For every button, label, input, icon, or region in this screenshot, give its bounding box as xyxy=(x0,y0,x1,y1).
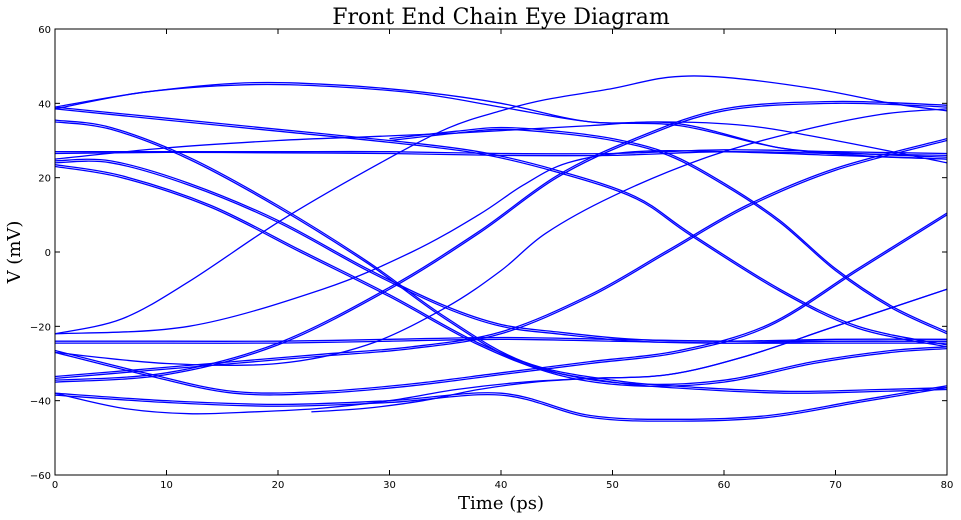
series-line-14 xyxy=(55,102,947,383)
y-tick-label: −40 xyxy=(30,397,51,408)
x-axis-label: Time (ps) xyxy=(458,493,544,514)
y-tick-label: −60 xyxy=(30,471,51,482)
x-tick-label: 0 xyxy=(52,480,58,491)
series-line-28 xyxy=(389,128,947,335)
x-tick-label: 40 xyxy=(495,480,508,491)
series-line-9 xyxy=(55,119,947,393)
series-line-22 xyxy=(55,75,947,335)
series-line-13 xyxy=(55,338,947,344)
series-line-24 xyxy=(55,121,947,164)
series-line-12 xyxy=(55,336,947,342)
series-line-25 xyxy=(55,150,947,335)
y-tick-label: 20 xyxy=(38,174,51,185)
x-tick-label: 50 xyxy=(606,480,619,491)
x-tick-label: 60 xyxy=(718,480,731,491)
series-line-19 xyxy=(55,137,947,378)
x-tick-label: 70 xyxy=(829,480,842,491)
y-tick-label: 60 xyxy=(38,25,51,36)
series-line-23 xyxy=(55,108,947,367)
y-axis-label: V (mV) xyxy=(4,221,25,285)
y-tick-label: −20 xyxy=(30,322,51,333)
series-line-15 xyxy=(55,100,947,381)
x-tick-label: 20 xyxy=(272,480,285,491)
x-tick-label: 30 xyxy=(383,480,396,491)
plot-frame xyxy=(54,28,948,476)
series-line-21 xyxy=(311,288,947,413)
series-line-8 xyxy=(55,121,947,394)
series-line-4 xyxy=(55,149,947,155)
chart-title: Front End Chain Eye Diagram xyxy=(332,5,670,30)
series-line-26 xyxy=(55,385,947,420)
series-line-3 xyxy=(55,108,947,348)
series-line-5 xyxy=(55,150,947,157)
y-tick-label: 40 xyxy=(38,99,51,110)
y-tick-label: 0 xyxy=(45,248,51,259)
series-line-27 xyxy=(55,387,947,422)
series-line-11 xyxy=(55,164,947,386)
series-group xyxy=(55,75,947,422)
series-line-29 xyxy=(389,126,947,333)
ticks-group: 0 10 20 30 40 50 60 70 80 60 40 20 0 −20 −40 −60 xyxy=(30,25,953,491)
x-tick-label: 80 xyxy=(941,480,954,491)
series-line-10 xyxy=(55,165,947,387)
x-tick-label: 10 xyxy=(160,480,173,491)
series-line-17 xyxy=(55,212,947,394)
series-line-16 xyxy=(55,214,947,396)
series-line-2 xyxy=(55,106,947,346)
